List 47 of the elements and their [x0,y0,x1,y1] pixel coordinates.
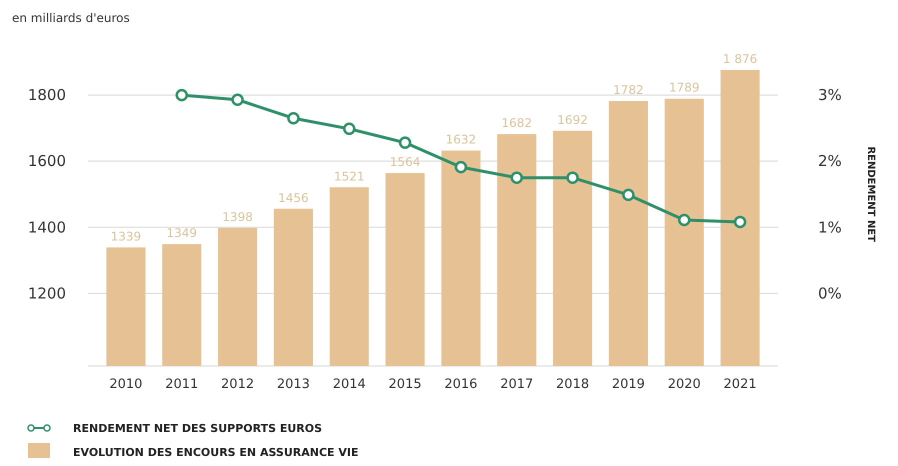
y-tick-label: 1800 [28,86,66,104]
data-label: 1456 [278,190,309,205]
point [734,216,746,228]
point [510,171,523,184]
y-tick-label: 1600 [28,152,66,170]
data-label: 1339 [110,229,142,244]
point [343,122,356,136]
y-tick-label: 1200 [28,284,66,302]
x-tick-label: 2021 [724,377,757,392]
x-tick-label: 2016 [444,377,478,392]
data-label: 1692 [557,112,588,127]
point [678,214,690,226]
y2-tick-label: 0% [818,284,842,302]
y2-axis-title: RENDEMENT NET [865,146,876,242]
legend-label: EVOLUTION DES ENCOURS EN ASSURANCE VIE [73,446,358,459]
point [566,171,579,184]
point [454,160,468,174]
y2-tick-label: 1% [818,218,842,236]
data-label: 1349 [166,226,198,240]
data-label: 1682 [501,116,532,130]
x-tick-label: 2013 [276,377,310,392]
data-label: 1398 [222,210,253,224]
point [622,188,635,202]
data-label: 1782 [613,83,644,98]
point [398,136,412,149]
y2-tick-label: 2% [818,152,842,170]
y2-tick-label: 3% [818,86,842,104]
x-tick-label: 2010 [109,377,142,392]
data-label: 1789 [668,80,700,95]
point [176,88,188,102]
y-tick-label: 1400 [28,218,66,236]
data-label: 1632 [446,132,476,147]
x-tick-label: 2015 [388,377,422,392]
y-axis-title: en milliards d'euros [12,11,130,25]
x-tick-label: 2014 [332,377,366,392]
data-label: 1 876 [722,52,758,66]
data-label: 1564 [390,155,420,170]
x-tick-label: 2017 [500,377,534,392]
data-label: 1521 [334,169,365,184]
x-tick-label: 2018 [556,377,590,392]
x-tick-label: 2019 [612,377,645,392]
legend-label: RENDEMENT NET DES SUPPORTS EUROS [73,422,322,435]
point [287,112,300,124]
x-tick-label: 2012 [221,377,254,392]
point [231,93,244,106]
x-tick-label: 2011 [165,377,198,392]
x-tick-label: 2020 [668,377,701,392]
